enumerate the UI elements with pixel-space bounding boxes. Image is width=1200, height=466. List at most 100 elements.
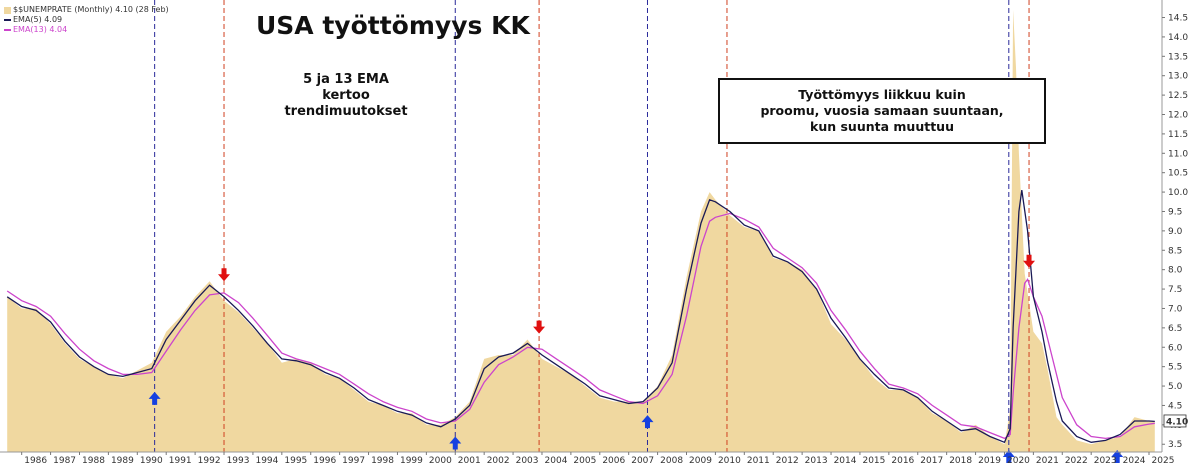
x-tick-label: 2025 (1152, 456, 1175, 466)
legend-row-ema13: EMA(13) 4.04 (4, 25, 169, 35)
x-tick-label: 2014 (834, 456, 857, 466)
x-tick-label: 2008 (660, 456, 683, 466)
annotation-box-line-1: Työttömyys liikkuu kuin (798, 87, 966, 102)
x-tick-label: 2020 (1007, 456, 1030, 466)
y-tick-label: 9.5 (1168, 207, 1182, 217)
down-arrow-icon-0 (218, 268, 231, 282)
x-tick-label: 1993 (227, 456, 250, 466)
x-tick-label: 1988 (82, 456, 105, 466)
legend-header-label: $$UNEMPRATE (Monthly) 4.10 (28 Feb) (13, 5, 169, 14)
up-arrow-icon-4 (1111, 450, 1124, 464)
x-tick-label: 2010 (718, 456, 741, 466)
vertical-markers-layer (154, 0, 1030, 452)
legend-row-main: $$UNEMPRATE (Monthly) 4.10 (28 Feb) (4, 5, 169, 15)
x-tick-label: 2012 (776, 456, 799, 466)
x-tick-label: 2016 (891, 456, 914, 466)
x-tick-label: 2017 (920, 456, 943, 466)
legend: $$UNEMPRATE (Monthly) 4.10 (28 Feb) EMA(… (4, 5, 169, 35)
y-tick-label: 10.0 (1168, 188, 1188, 198)
x-tick-label: 2005 (573, 456, 596, 466)
chart-title: USA työttömyys KK (256, 11, 530, 40)
y-tick-label: 12.0 (1168, 111, 1188, 121)
x-tick-label: 1996 (313, 456, 336, 466)
x-tick-label: 2023 (1094, 456, 1117, 466)
annotation-box-line-3: kun suunta muuttuu (810, 119, 954, 134)
y-tick-label: 5.0 (1168, 382, 1183, 392)
x-tick-label: 1994 (255, 456, 278, 466)
last-value-badge (1163, 414, 1187, 428)
legend-row-ema5: EMA(5) 4.09 (4, 15, 169, 25)
x-tick-label: 2019 (978, 456, 1001, 466)
x-tick-label: 1999 (400, 456, 423, 466)
x-tick-label: 2007 (631, 456, 654, 466)
x-tick-label: 2001 (458, 456, 481, 466)
y-tick-label: 4.5 (1168, 401, 1182, 411)
legend-swatch-ema5 (4, 19, 11, 21)
annotation-box: Työttömyys liikkuu kuin proomu, vuosia s… (718, 78, 1046, 144)
legend-swatch-area (4, 6, 11, 14)
x-tick-label: 1987 (53, 456, 76, 466)
up-arrow-icon-2 (641, 415, 654, 429)
x-tick-label: 1997 (342, 456, 365, 466)
legend-ema5-label: EMA(5) 4.09 (13, 15, 63, 24)
y-tick-label: 12.5 (1168, 91, 1188, 101)
y-tick-label: 7.5 (1168, 285, 1182, 295)
x-tick-label: 2000 (429, 456, 452, 466)
x-tick-label: 2022 (1065, 456, 1088, 466)
down-arrow-icon-2 (1023, 254, 1036, 268)
y-tick-label: 10.5 (1168, 169, 1188, 179)
x-tick-label: 2011 (747, 456, 770, 466)
y-tick-label: 8.0 (1168, 266, 1183, 276)
ema-note: 5 ja 13 EMA kertoo trendimuutokset (246, 72, 446, 120)
annotation-box-line-2: proomu, vuosia samaan suuntaan, (760, 103, 1004, 118)
ema-note-line-1: 5 ja 13 EMA (303, 72, 389, 87)
x-axis: 1986 1987 1988 1989 1990 1991 1992 1993 1994 1995… (0, 451, 1175, 466)
area-layer (7, 9, 1155, 453)
y-tick-label: 6.0 (1168, 343, 1183, 353)
x-tick-label: 2015 (862, 456, 885, 466)
x-tick-label: 2009 (689, 456, 712, 466)
ema-note-line-3: trendimuutokset (284, 104, 408, 119)
y-tick-label: 13.5 (1168, 52, 1188, 62)
arrows-layer (148, 254, 1124, 464)
up-arrow-icon-1 (449, 436, 462, 450)
last-value-label: 4.10 (1166, 417, 1188, 427)
y-tick-label: 14.0 (1168, 33, 1188, 43)
x-tick-label: 2018 (949, 456, 972, 466)
ema5-layer (6, 190, 1155, 444)
x-tick-label: 1995 (284, 456, 307, 466)
y-tick-label: 7.0 (1168, 304, 1183, 314)
y-tick-label: 6.5 (1168, 324, 1182, 334)
y-tick-label: 11.0 (1168, 149, 1188, 159)
y-tick-label: 11.5 (1168, 130, 1188, 140)
x-tick-label: 1990 (140, 456, 163, 466)
legend-ema13-label: EMA(13) 4.04 (13, 25, 68, 34)
legend-swatch-ema13 (4, 29, 11, 31)
y-tick-label: 5.5 (1168, 363, 1182, 373)
x-tick-label: 2002 (487, 456, 510, 466)
x-tick-label: 1986 (24, 456, 47, 466)
x-tick-label: 1998 (371, 456, 394, 466)
ema-note-line-2: kertoo (322, 88, 370, 103)
y-axis: 3.54.04.55.05.56.06.57.07.58.08.59.09.51… (1161, 0, 1188, 452)
x-tick-label: 2021 (1036, 456, 1059, 466)
down-arrow-icon-1 (533, 320, 546, 334)
up-arrow-icon-3 (1002, 450, 1015, 464)
unemployment-area (7, 9, 1155, 453)
y-tick-label: 3.5 (1168, 440, 1182, 450)
x-tick-label: 2003 (516, 456, 539, 466)
x-tick-label: 2004 (545, 456, 568, 466)
y-tick-label: 8.5 (1168, 246, 1182, 256)
x-tick-label: 2006 (602, 456, 625, 466)
ema5-line (6, 190, 1155, 444)
up-arrow-icon-0 (148, 391, 161, 405)
y-tick-label: 9.0 (1168, 227, 1183, 237)
y-tick-label: 14.5 (1168, 14, 1188, 24)
x-tick-label: 1989 (111, 456, 134, 466)
x-tick-label: 1992 (198, 456, 221, 466)
x-tick-label: 1991 (169, 456, 192, 466)
x-tick-label: 2013 (805, 456, 828, 466)
x-tick-label: 2024 (1123, 456, 1146, 466)
